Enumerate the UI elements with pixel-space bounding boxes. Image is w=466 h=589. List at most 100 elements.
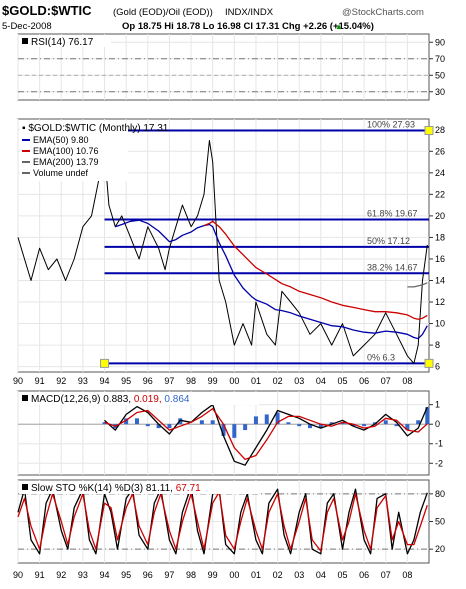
macd-hist-bar <box>124 418 129 425</box>
y-tick-label: 80 <box>435 489 445 499</box>
fib-marker <box>424 358 434 368</box>
fib-label: 61.8% 19.67 <box>367 208 418 218</box>
title-bg <box>19 392 259 405</box>
symbol-title: $GOLD:$WTIC <box>2 3 92 18</box>
macd-hist-bar <box>199 420 204 425</box>
y-tick-label: 16 <box>435 254 445 264</box>
macd-hist-bar <box>372 422 377 425</box>
series-line <box>203 220 428 320</box>
panel-title-part: 0.019, <box>134 394 165 405</box>
macd-hist-bar <box>318 424 323 429</box>
y-tick-label: 12 <box>435 297 445 307</box>
macd-hist-bar <box>394 424 399 427</box>
macd-hist-bar <box>329 422 334 425</box>
macd-hist-bar <box>286 422 291 425</box>
x-tick-label: 96 <box>143 570 153 580</box>
title-swatch <box>22 484 28 490</box>
x-tick-label: 92 <box>56 376 66 386</box>
y-tick-label: 1 <box>435 400 440 410</box>
x-tick-label: 00 <box>229 376 239 386</box>
series-line <box>407 282 428 288</box>
x-tick-label: 94 <box>100 376 110 386</box>
y-tick-label: 30 <box>435 87 445 97</box>
y-tick-label: 50 <box>435 70 445 80</box>
x-tick-label: 91 <box>35 570 45 580</box>
macd-hist-bar <box>102 422 107 425</box>
x-tick-label: 06 <box>359 570 369 580</box>
x-tick-label: 03 <box>294 570 304 580</box>
source-label: @StockCharts.com <box>342 7 424 18</box>
x-tick-label: 94 <box>100 570 110 580</box>
legend-bg <box>20 121 128 181</box>
symbol-description: (Gold (EOD)/Oil (EOD)) <box>113 7 213 18</box>
fib-label: 50% 17.12 <box>367 236 410 246</box>
x-tick-label: 06 <box>359 376 369 386</box>
y-tick-label: 50 <box>435 517 445 527</box>
y-tick-label: 18 <box>435 232 445 242</box>
panel-title: MACD(12,26,9) 0.883, 0.019, 0.864 <box>31 394 190 405</box>
macd-hist-bar <box>264 414 269 425</box>
x-tick-label: 07 <box>381 570 391 580</box>
macd-hist-bar <box>383 420 388 425</box>
title-swatch <box>22 395 28 401</box>
panel-title: RSI(14) 76.17 <box>31 37 94 48</box>
y-tick-label: 24 <box>435 168 445 178</box>
macd-hist-bar <box>167 424 172 429</box>
x-tick-label: 93 <box>78 570 88 580</box>
y-tick-label: -2 <box>435 458 443 468</box>
x-tick-label: 99 <box>208 570 218 580</box>
x-tick-label: 00 <box>229 570 239 580</box>
macd-hist-bar <box>253 416 258 425</box>
series-line <box>104 404 428 466</box>
panel-title-part: 0.864 <box>164 394 189 405</box>
macd-hist-bar <box>405 424 410 431</box>
panel-title: Slow STO %K(14) %D(3) 81.11, 67.71 <box>31 483 201 494</box>
macd-hist-bar <box>232 424 237 438</box>
title-swatch <box>22 38 28 44</box>
y-tick-label: -1 <box>435 439 443 449</box>
x-tick-label: 02 <box>273 570 283 580</box>
macd-hist-bar <box>416 420 421 425</box>
fib-label: 100% 27.93 <box>367 120 415 130</box>
series-line <box>17 140 428 364</box>
quote-label: Op 18.75 Hi 18.78 Lo 16.98 Cl 17.31 Chg … <box>122 21 374 32</box>
series-line <box>115 219 428 340</box>
x-tick-label: 90 <box>13 376 23 386</box>
y-tick-label: 70 <box>435 54 445 64</box>
x-tick-label: 92 <box>56 570 66 580</box>
x-tick-label: 95 <box>121 376 131 386</box>
x-tick-label: 95 <box>121 570 131 580</box>
legend-entry: Volume undef <box>33 168 89 178</box>
x-tick-label: 93 <box>78 376 88 386</box>
date-label: 5-Dec-2008 <box>2 21 52 32</box>
exchange-label: INDX/INDX <box>225 7 274 18</box>
y-tick-label: 8 <box>435 340 440 350</box>
panel-title: ▪ $GOLD:$WTIC (Monthly) 17.31 <box>22 123 169 134</box>
x-tick-label: 01 <box>251 376 261 386</box>
y-tick-label: 0 <box>435 419 440 429</box>
macd-hist-bar <box>221 424 226 436</box>
panel-title-part: Slow STO %K(14) %D(3) 81.11, <box>31 483 176 494</box>
macd-hist-bar <box>351 424 356 427</box>
x-tick-label: 08 <box>402 376 412 386</box>
x-tick-label: 96 <box>143 376 153 386</box>
title-bg <box>19 35 111 47</box>
x-tick-label: 04 <box>316 570 326 580</box>
macd-hist-bar <box>243 424 248 431</box>
quote-arrow-icon: ▲ <box>335 22 343 31</box>
y-tick-label: 6 <box>435 362 440 372</box>
x-tick-label: 97 <box>164 376 174 386</box>
y-tick-label: 20 <box>435 211 445 221</box>
x-tick-label: 01 <box>251 570 261 580</box>
y-tick-label: 10 <box>435 319 445 329</box>
series-line <box>17 491 428 552</box>
x-tick-label: 98 <box>186 570 196 580</box>
x-tick-label: 98 <box>186 376 196 386</box>
series-line <box>104 407 428 461</box>
x-tick-label: 91 <box>35 376 45 386</box>
legend-entry: EMA(100) 10.76 <box>33 146 99 156</box>
macd-hist-bar <box>425 407 430 425</box>
y-tick-label: 28 <box>435 125 445 135</box>
